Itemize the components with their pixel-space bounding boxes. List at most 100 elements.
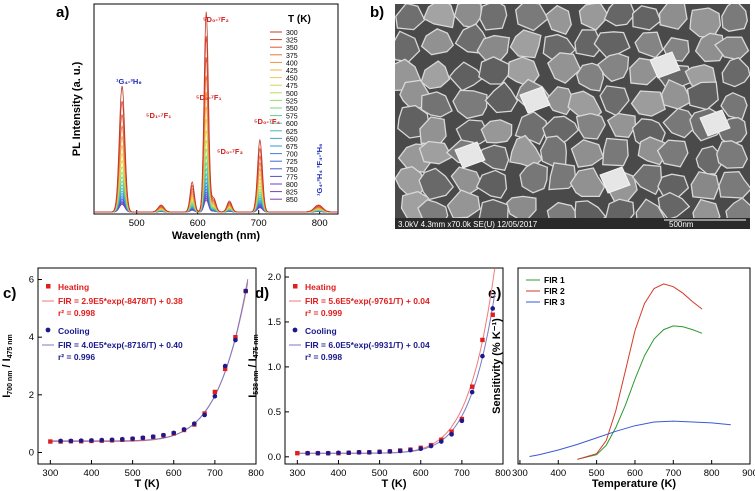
legend-temperature: 650 [286,136,298,143]
legend-heating-marker [293,284,298,289]
cooling-data-point [181,427,187,432]
sem-grain [446,189,481,219]
sem-grain [570,139,605,168]
sem-bright-facet [649,51,681,79]
y-tick-label: 0 [29,447,34,458]
legend-entry: FIR 3 [544,297,565,307]
sem-grain [575,112,606,140]
sem-scale-label: 500nm [669,220,694,229]
cooling-data-point [387,449,393,454]
legend-temperature: 375 [286,53,298,60]
legend-cooling-marker [292,327,298,333]
cooling-data-point [233,337,238,343]
x-tick-label: 300 [289,468,305,479]
y-tick-label: 0.5 [268,407,281,418]
sem-grain [420,28,455,56]
pl-spectrum-450K [94,118,338,213]
svg-text:I538 nm / I475 nm: I538 nm / I475 nm [247,334,260,398]
cooling-data-point [192,421,197,426]
x-tick-label: 300 [42,468,58,479]
legend-temperature: 550 [286,106,298,113]
heating-data-point [449,429,454,434]
sem-grain [548,162,577,191]
heating-data-point [469,384,475,389]
x-tick-label: 800 [704,468,720,479]
cooling-data-point [449,432,454,437]
pl-spectrum-425K [94,106,338,213]
x-tick-label: 600 [166,468,182,479]
cooling-data-point [78,438,84,443]
legend-temperature: 450 [286,76,298,83]
peak-annotation: ¹G₄-³H₄ ³F₄-³H₆ [315,144,324,196]
x-tick-label: 500 [589,468,605,479]
x-tick-label: 700 [454,468,470,479]
cooling-data-point [171,430,177,436]
panel-d-letter: d) [255,285,269,302]
legend-temperature: 625 [286,129,298,136]
y-tick-label: 2.0 [268,272,281,283]
legend-temperature: 675 [286,144,298,151]
legend-entry: FIR = 2.9E5*exp(-8478/T) + 0.38 [58,296,183,306]
x-tick-label: 700 [251,218,267,229]
peak-annotation: ⁵D₁-⁷F₁ [146,111,171,120]
x-tick-label: 300 [512,468,528,479]
panel-c-ylabel: I700 nm / I475 nm [1,334,14,398]
legend-temperature: 425 [286,68,298,75]
cooling-data-point [99,437,105,443]
peak-annotation: ⁵D₀-⁷F₁ [196,93,222,102]
cooling-data-point [222,363,228,369]
sem-grain [658,4,688,30]
sem-grain [716,140,749,169]
legend-temperature: 775 [286,174,298,181]
x-tick-label: 800 [248,468,264,479]
legend-temperature: 400 [286,60,298,67]
legend-cooling-marker [45,327,51,333]
cooling-data-point [469,389,475,395]
cooling-data-point [346,450,352,456]
cooling-data-point [480,353,485,359]
sem-grain [418,140,453,165]
legend-temperature: 325 [286,38,298,45]
sem-grain [515,4,549,32]
panel-c-xlabel: T (K) [134,478,159,490]
x-tick-label: 500 [372,468,388,479]
legend-entry: FIR 2 [544,286,565,296]
svg-text:I700 nm / I475 nm: I700 nm / I475 nm [1,334,14,398]
sem-grain [479,4,508,31]
x-tick-label: 700 [665,468,681,479]
cooling-data-point [202,412,207,418]
sem-grain [545,4,572,35]
panel-c-chart: 300 400 500 600 700 800 0 2 4 6 Heating FIR = 2.9E… [1,267,264,490]
x-tick-label: 600 [413,468,429,479]
sem-grain [718,171,750,199]
sem-grain [418,167,455,201]
x-tick-label: 600 [190,218,206,229]
panel-d-frame [284,267,504,465]
cooling-data-point [367,450,372,455]
panel-b-letter: b) [370,4,384,21]
legend-entry: FIR 1 [544,275,565,285]
sem-grain [721,57,750,88]
sem-grain [448,61,485,92]
sem-grain [519,161,548,194]
sem-grain [422,4,456,29]
sem-grain [632,5,662,31]
cooling-data-point [68,438,74,444]
sem-bright-facet [699,109,731,137]
legend-temperature: 525 [286,98,298,105]
sem-grain [484,81,519,114]
sem-grain [637,136,669,166]
fir-1-curve [577,325,703,460]
legend-entry: r² = 0.998 [305,352,342,362]
fir-2-curve [577,283,703,460]
cooling-data-point [58,438,63,444]
sem-grain [657,191,691,220]
legend-temperature: 600 [286,121,298,128]
x-tick-label: 800 [312,218,328,229]
peak-annotation: ⁵D₀-⁷F₃ [217,147,243,156]
x-tick-label: 400 [331,468,347,479]
legend-temperature: 825 [286,190,298,197]
sem-grain [656,139,689,168]
